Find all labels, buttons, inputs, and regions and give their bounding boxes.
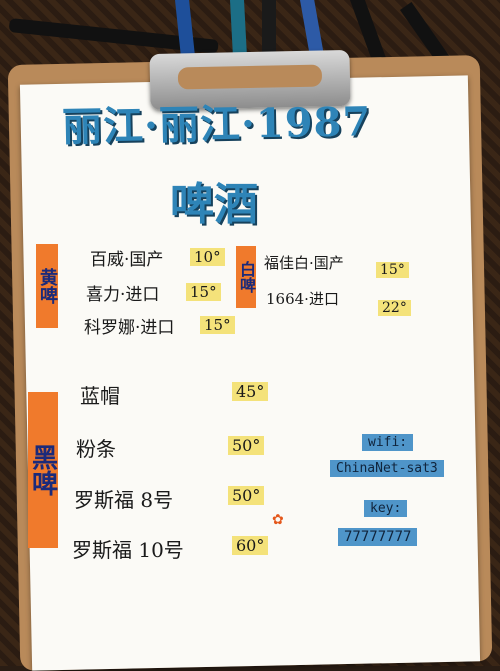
- menu-item-price: 50°: [228, 436, 265, 455]
- black-marker: [262, 0, 276, 65]
- menu-item-name: 蓝帽: [80, 384, 120, 408]
- menu-item-price: 50°: [228, 486, 265, 505]
- menu-item-name: 罗斯福 10号: [72, 538, 184, 562]
- black-beer-tag-text: 黑啤: [27, 444, 58, 496]
- menu-item-name: 科罗娜·进口: [84, 318, 175, 338]
- menu-item-name: 百威·国产: [90, 250, 164, 270]
- wifi-label: wifi:: [362, 434, 414, 451]
- menu-title-line2: 啤酒: [170, 179, 258, 230]
- menu-item-name: 1664·进口: [266, 290, 339, 308]
- yellow-beer-tag: 黄啤: [36, 244, 58, 328]
- teal-marker: [229, 0, 248, 60]
- menu-item-price: 10°: [190, 248, 225, 266]
- yellow-beer-tag-text: 黄啤: [37, 268, 58, 304]
- flower-doodle-icon: ✿: [272, 512, 284, 528]
- menu-item-price: 15°: [186, 283, 221, 301]
- black-pen: [9, 18, 219, 54]
- white-beer-tag: 白啤: [236, 246, 256, 308]
- menu-item-name: 粉条: [76, 437, 116, 461]
- wifi-key: 77777777: [338, 528, 418, 546]
- menu-item-name: 福佳白·国产: [264, 254, 344, 272]
- white-beer-tag-text: 白啤: [237, 261, 256, 293]
- menu-item-price: 22°: [378, 300, 411, 316]
- menu-item-name: 喜力·进口: [86, 285, 160, 305]
- menu-title-line1: 丽江·丽江·1987: [61, 98, 372, 151]
- menu-item-price: 15°: [376, 262, 409, 278]
- menu-item-name: 罗斯福 8号: [74, 488, 174, 512]
- wifi-key-label: key:: [364, 500, 408, 517]
- blue-marker: [173, 0, 197, 70]
- menu-item-price: 15°: [200, 316, 235, 334]
- menu-item-price: 45°: [232, 382, 269, 401]
- menu-item-price: 60°: [232, 536, 269, 555]
- black-beer-tag: 黑啤: [28, 392, 58, 548]
- wifi-ssid: ChinaNet-sat3: [330, 460, 444, 477]
